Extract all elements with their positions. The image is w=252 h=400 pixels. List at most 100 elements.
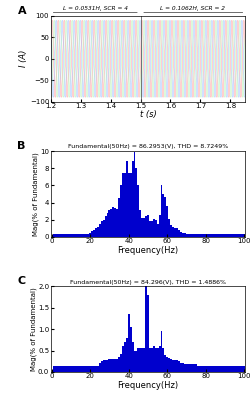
X-axis label: Frequency(Hz): Frequency(Hz) bbox=[117, 381, 178, 390]
Y-axis label: I (A): I (A) bbox=[19, 50, 28, 68]
Bar bbox=[79, 234, 81, 237]
Bar bbox=[214, 366, 216, 372]
Bar bbox=[152, 219, 154, 237]
Bar bbox=[116, 359, 118, 372]
Bar bbox=[102, 220, 104, 237]
Bar bbox=[91, 231, 93, 237]
Bar bbox=[150, 220, 152, 237]
Bar bbox=[99, 364, 100, 372]
Bar bbox=[146, 295, 148, 372]
Bar bbox=[175, 228, 177, 237]
Bar bbox=[210, 234, 212, 237]
Bar bbox=[241, 234, 242, 237]
Bar bbox=[158, 346, 160, 372]
Bar bbox=[158, 214, 160, 237]
Bar bbox=[100, 221, 102, 237]
Bar bbox=[66, 366, 68, 372]
Bar bbox=[222, 234, 223, 237]
Bar bbox=[146, 215, 148, 237]
Bar bbox=[145, 216, 146, 237]
Bar bbox=[212, 234, 214, 237]
Bar bbox=[217, 234, 219, 237]
Bar bbox=[73, 366, 75, 372]
Bar bbox=[152, 346, 154, 372]
Bar bbox=[54, 234, 56, 237]
Title: Fundamental(50Hz) = 86.2953(V), THD = 8.7249%: Fundamental(50Hz) = 86.2953(V), THD = 8.… bbox=[68, 144, 227, 150]
Bar bbox=[241, 366, 242, 372]
Bar bbox=[133, 351, 135, 372]
Bar bbox=[87, 366, 89, 372]
Bar bbox=[118, 357, 119, 372]
Bar bbox=[56, 366, 58, 372]
Bar bbox=[223, 234, 225, 237]
Bar bbox=[135, 351, 137, 372]
Bar bbox=[166, 206, 168, 237]
Bar bbox=[235, 366, 237, 372]
X-axis label: t (s): t (s) bbox=[139, 110, 156, 119]
Bar bbox=[54, 366, 56, 372]
Bar bbox=[222, 366, 223, 372]
Bar bbox=[191, 364, 193, 372]
Text: L = 0.0531H, SCR = 4: L = 0.0531H, SCR = 4 bbox=[63, 6, 128, 11]
Bar bbox=[81, 234, 83, 237]
Bar bbox=[185, 234, 187, 237]
Bar bbox=[106, 213, 108, 237]
Bar bbox=[168, 219, 170, 237]
Bar bbox=[114, 208, 116, 237]
Bar bbox=[83, 366, 85, 372]
Bar bbox=[193, 234, 195, 237]
Bar bbox=[100, 361, 102, 372]
Bar bbox=[200, 366, 202, 372]
Bar bbox=[171, 226, 173, 237]
Bar bbox=[223, 366, 225, 372]
Bar bbox=[81, 366, 83, 372]
Text: B: B bbox=[17, 141, 26, 151]
Bar bbox=[85, 366, 87, 372]
Bar bbox=[64, 366, 66, 372]
Bar bbox=[198, 366, 200, 372]
Bar bbox=[162, 194, 164, 237]
Bar bbox=[125, 338, 127, 372]
Bar bbox=[166, 357, 168, 372]
Bar bbox=[154, 220, 156, 237]
Bar bbox=[156, 224, 158, 237]
Bar bbox=[233, 234, 235, 237]
Bar bbox=[202, 234, 204, 237]
Bar bbox=[195, 364, 196, 372]
Bar bbox=[83, 234, 85, 237]
Bar bbox=[85, 234, 87, 237]
Bar bbox=[102, 360, 104, 372]
Bar bbox=[156, 348, 158, 372]
Bar bbox=[242, 234, 244, 237]
Bar bbox=[127, 314, 129, 372]
Bar bbox=[137, 348, 139, 372]
Bar bbox=[231, 234, 233, 237]
Bar bbox=[123, 342, 125, 372]
Bar bbox=[202, 366, 204, 372]
Bar bbox=[75, 234, 77, 237]
Bar bbox=[237, 366, 239, 372]
Bar bbox=[73, 234, 75, 237]
Bar bbox=[112, 207, 114, 237]
Bar bbox=[231, 366, 233, 372]
Bar bbox=[106, 360, 108, 372]
Bar bbox=[141, 218, 143, 237]
Bar bbox=[93, 366, 94, 372]
Bar bbox=[52, 234, 54, 237]
Bar bbox=[123, 174, 125, 237]
Bar bbox=[154, 348, 156, 372]
Bar bbox=[189, 364, 191, 372]
Bar bbox=[225, 366, 227, 372]
Bar bbox=[183, 233, 185, 237]
Bar bbox=[219, 366, 222, 372]
Bar bbox=[110, 359, 112, 372]
Bar bbox=[70, 366, 72, 372]
Bar bbox=[119, 354, 121, 372]
Text: C: C bbox=[17, 276, 25, 286]
Bar bbox=[195, 234, 196, 237]
Bar bbox=[70, 234, 72, 237]
Bar bbox=[227, 234, 229, 237]
X-axis label: Frequency(Hz): Frequency(Hz) bbox=[117, 246, 178, 254]
Bar bbox=[148, 220, 150, 237]
Bar bbox=[187, 364, 189, 372]
